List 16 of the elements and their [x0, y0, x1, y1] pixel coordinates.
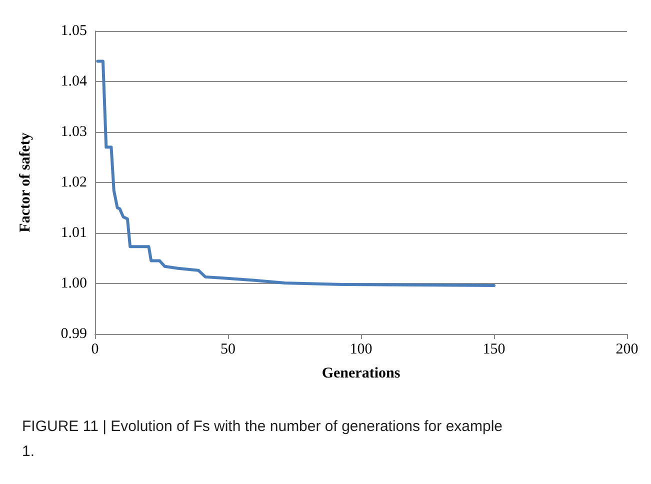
- caption: FIGURE 11 | Evolution of Fs with the number of generations for example 1.: [22, 418, 507, 460]
- y-tick-label: 1.05: [60, 23, 87, 39]
- y-axis-title: Factor of safety: [18, 132, 34, 232]
- y-tick-label: 1.00: [60, 276, 87, 292]
- x-axis-title: Generations: [322, 366, 400, 382]
- x-tick-label: 100: [350, 342, 372, 358]
- line-series: [96, 60, 496, 288]
- x-tick-label: 50: [220, 342, 236, 358]
- x-tick-label: 0: [91, 342, 99, 358]
- x-tick-label: 150: [482, 342, 506, 358]
- y-tick-label: 1.04: [60, 74, 88, 90]
- y-tick-label: 1.02: [60, 174, 87, 190]
- x-tick-label: 200: [616, 342, 638, 358]
- y-tick-label: 0.99: [60, 326, 87, 342]
- y-tick-label: 1.03: [60, 124, 87, 140]
- y-tick-label: 1.01: [60, 225, 87, 241]
